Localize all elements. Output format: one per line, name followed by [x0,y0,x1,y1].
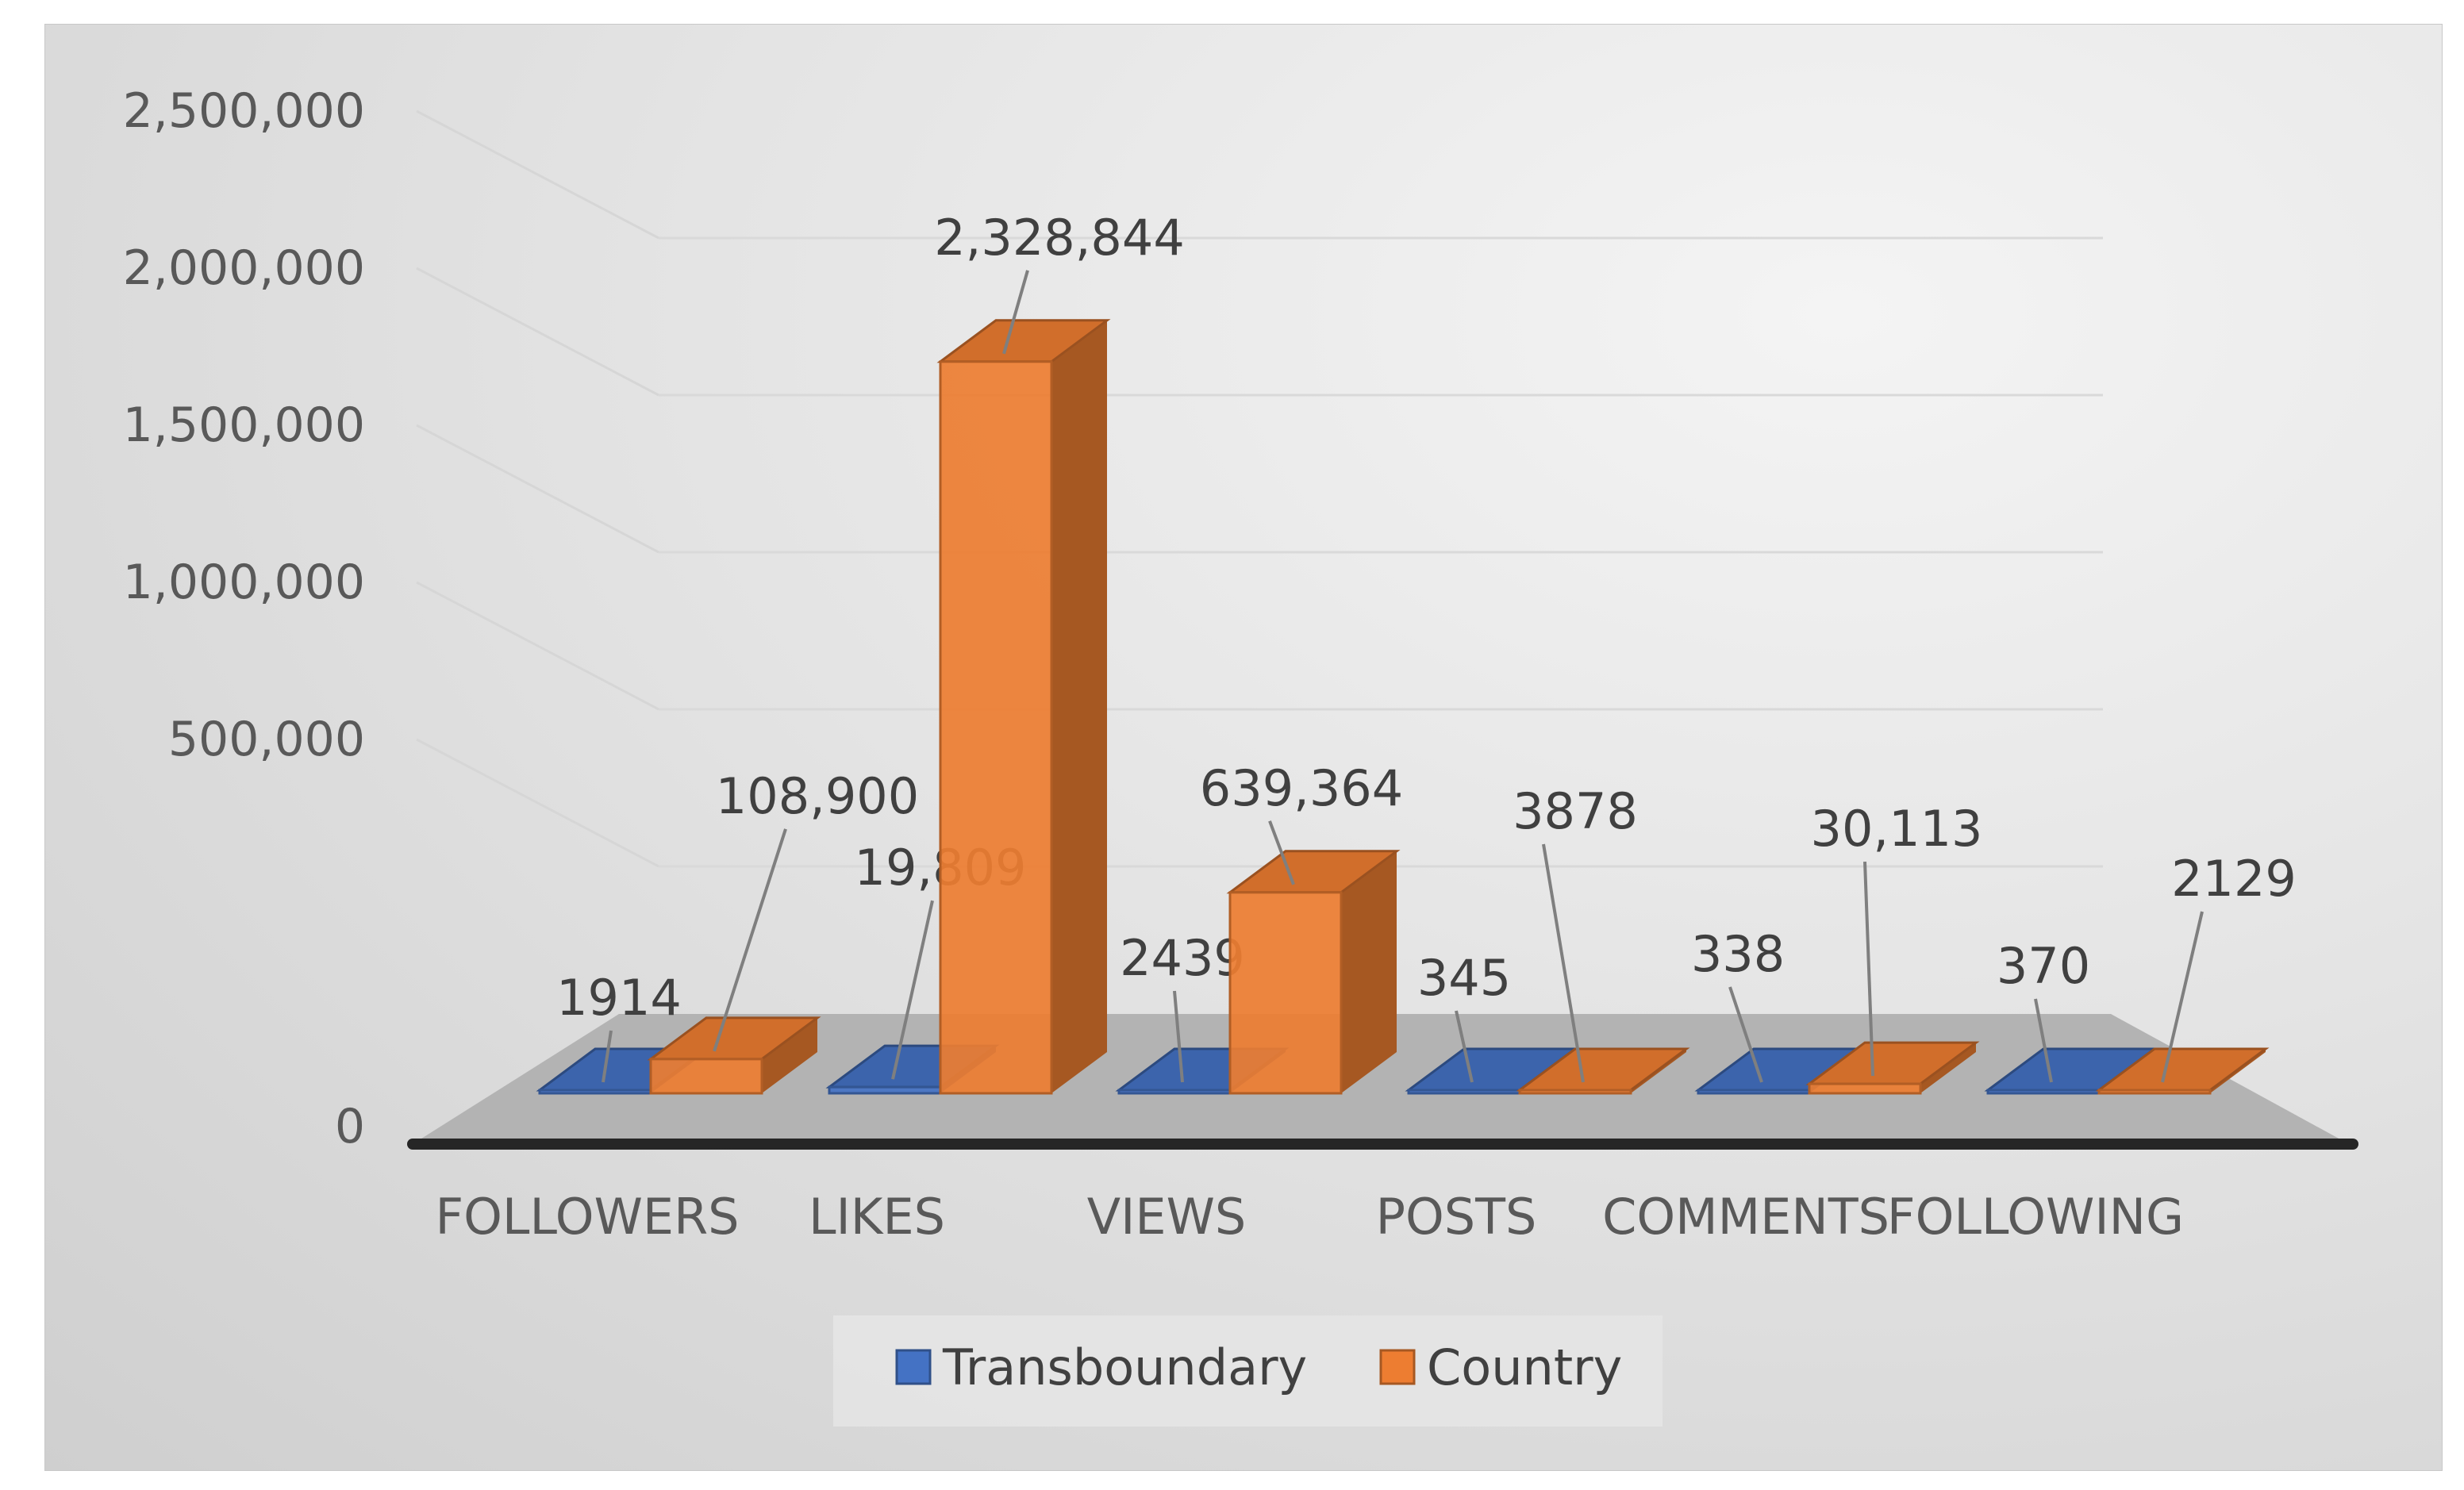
gridline-slant [416,581,659,711]
data-label-leader [713,828,787,1052]
y-tick-label: 0 [335,1099,365,1154]
bar-side [1920,1043,1976,1093]
bar-front [1228,891,1343,1095]
data-label-leader [1455,1010,1474,1083]
x-tick-label: POSTS [1376,1188,1537,1246]
data-label: 30,113 [1811,800,1983,858]
legend-swatch [895,1349,932,1385]
data-label: 2129 [2171,850,2297,908]
gridline-slant [416,424,659,554]
y-tick-label: 1,000,000 [123,555,365,610]
bar-front [939,360,1053,1095]
bar-side [1051,320,1107,1093]
data-label: 2,328,844 [934,209,1185,267]
x-tick-label: LIKES [809,1188,945,1246]
bar-side [1341,851,1397,1093]
bar-front [1697,1089,1811,1095]
data-label: 3878 [1513,782,1638,840]
data-label: 345 [1417,949,1511,1007]
y-tick-label: 2,500,000 [123,83,365,139]
bar-country-posts [1516,1047,1690,1095]
y-tick-label: 500,000 [168,712,365,767]
bar-country-comments [1805,1041,1980,1095]
data-label: 338 [1691,925,1785,983]
data-label-leader [1002,270,1029,355]
data-label: 2439 [1120,929,1245,987]
data-label: 370 [1997,937,2090,995]
gridline-slant [416,109,659,240]
gridline-slant [416,267,659,397]
bar-side [762,1017,817,1093]
bar-country-followers [647,1016,821,1095]
x-tick-label: VIEWS [1087,1188,1247,1246]
bar-front [2097,1089,2212,1095]
legend-label: Country [1427,1338,1622,1396]
legend-swatch [1379,1349,1416,1385]
bar-front [1117,1089,1232,1095]
data-label: 108,900 [716,767,919,825]
bar-front [1808,1082,1922,1095]
bar-country-following [2095,1047,2270,1095]
gridline-slant [416,738,659,868]
legend-label: Transboundary [942,1338,1307,1396]
data-label: 639,364 [1200,759,1403,817]
data-label-leader [1863,862,1874,1077]
legend [833,1315,1663,1427]
bar-front [1518,1089,1632,1095]
x-tick-label: FOLLOWING [1887,1188,2184,1246]
x-tick-label: COMMENTS [1602,1188,1889,1246]
data-label-leader [1173,990,1184,1083]
data-label-leader [2034,998,2053,1083]
data-label: 1914 [556,969,682,1027]
data-label-leader [1728,986,1763,1083]
y-tick-label: 2,000,000 [123,240,365,296]
bar-front [649,1058,763,1095]
data-label-leader [1542,843,1585,1083]
y-tick-label: 1,500,000 [123,397,365,453]
bar-country-likes [936,319,1111,1095]
bar-country-views [1226,850,1401,1095]
data-label-leader [1268,820,1295,885]
x-tick-label: FOLLOWERS [435,1188,739,1246]
data-label-leader [891,900,934,1080]
bar-front [538,1089,652,1095]
bar-front [828,1085,942,1095]
data-label-leader [2161,911,2204,1083]
bar-front [1986,1089,2101,1095]
chart-area [44,24,2443,1471]
data-label-leader [602,1030,613,1083]
bar-front [1407,1089,1521,1095]
